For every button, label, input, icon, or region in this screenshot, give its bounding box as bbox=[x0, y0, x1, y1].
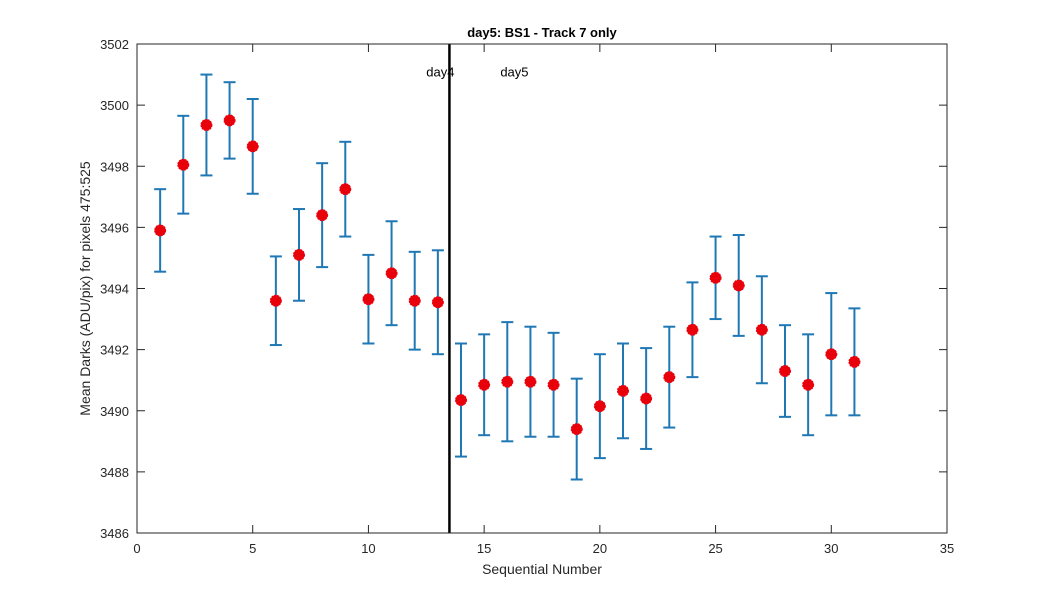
data-point bbox=[200, 118, 213, 131]
data-point bbox=[709, 271, 722, 284]
data-point bbox=[848, 355, 861, 368]
y-tick-label: 3498 bbox=[100, 159, 129, 174]
data-point bbox=[154, 224, 167, 237]
annotation-label: day4 bbox=[426, 65, 454, 80]
marker-layer bbox=[154, 114, 861, 436]
data-point bbox=[547, 378, 560, 391]
data-point bbox=[408, 294, 421, 307]
y-tick-label: 3488 bbox=[100, 465, 129, 480]
y-tick-label: 3486 bbox=[100, 526, 129, 541]
x-tick-label: 25 bbox=[708, 541, 722, 556]
data-point bbox=[825, 348, 838, 361]
data-point bbox=[385, 267, 398, 280]
data-point bbox=[269, 294, 282, 307]
annotation-layer: day4 day5 bbox=[426, 65, 528, 80]
data-point bbox=[663, 371, 676, 384]
y-axis-label: Mean Darks (ADU/pix) for pixels 475:525 bbox=[77, 161, 93, 416]
x-tick-label: 5 bbox=[249, 541, 256, 556]
x-tick-label: 0 bbox=[133, 541, 140, 556]
data-point bbox=[779, 365, 791, 378]
x-tick-label: 20 bbox=[593, 541, 607, 556]
data-point bbox=[501, 375, 514, 388]
data-point bbox=[478, 378, 491, 391]
annotation-label: day5 bbox=[500, 65, 528, 80]
data-point bbox=[570, 423, 583, 436]
x-tick-label: 15 bbox=[477, 541, 491, 556]
data-point bbox=[686, 323, 699, 336]
data-point bbox=[640, 392, 653, 405]
y-tick-label: 3500 bbox=[100, 98, 129, 113]
data-point bbox=[732, 279, 745, 292]
data-point bbox=[455, 394, 467, 407]
y-tick-label: 3494 bbox=[100, 282, 129, 297]
y-tick-label: 3502 bbox=[100, 37, 129, 52]
data-point bbox=[617, 384, 629, 397]
plot-area bbox=[137, 44, 947, 533]
data-point bbox=[223, 114, 236, 127]
x-tick-label: 10 bbox=[361, 541, 375, 556]
tick-label-layer: 0 5 10 15 20 25 30 35 3486 3488 3490 3492 3494 3496 34… bbox=[100, 37, 954, 556]
data-point bbox=[362, 293, 375, 306]
data-point bbox=[316, 209, 329, 222]
y-tick-label: 3496 bbox=[100, 220, 129, 235]
data-point bbox=[246, 140, 259, 153]
data-point bbox=[177, 158, 190, 171]
data-point bbox=[802, 378, 815, 391]
y-tick-label: 3492 bbox=[100, 343, 129, 358]
data-point bbox=[293, 248, 305, 261]
data-point bbox=[339, 183, 352, 196]
data-point bbox=[755, 323, 768, 336]
data-point bbox=[431, 296, 444, 309]
plot-frame bbox=[136, 43, 948, 534]
y-tick-label: 3490 bbox=[100, 404, 129, 419]
x-tick-label: 30 bbox=[824, 541, 838, 556]
x-axis-label: Sequential Number bbox=[482, 561, 602, 577]
data-point bbox=[524, 375, 537, 388]
chart-title: day5: BS1 - Track 7 only bbox=[467, 25, 617, 40]
x-tick-label: 35 bbox=[940, 541, 954, 556]
data-point bbox=[593, 400, 606, 413]
